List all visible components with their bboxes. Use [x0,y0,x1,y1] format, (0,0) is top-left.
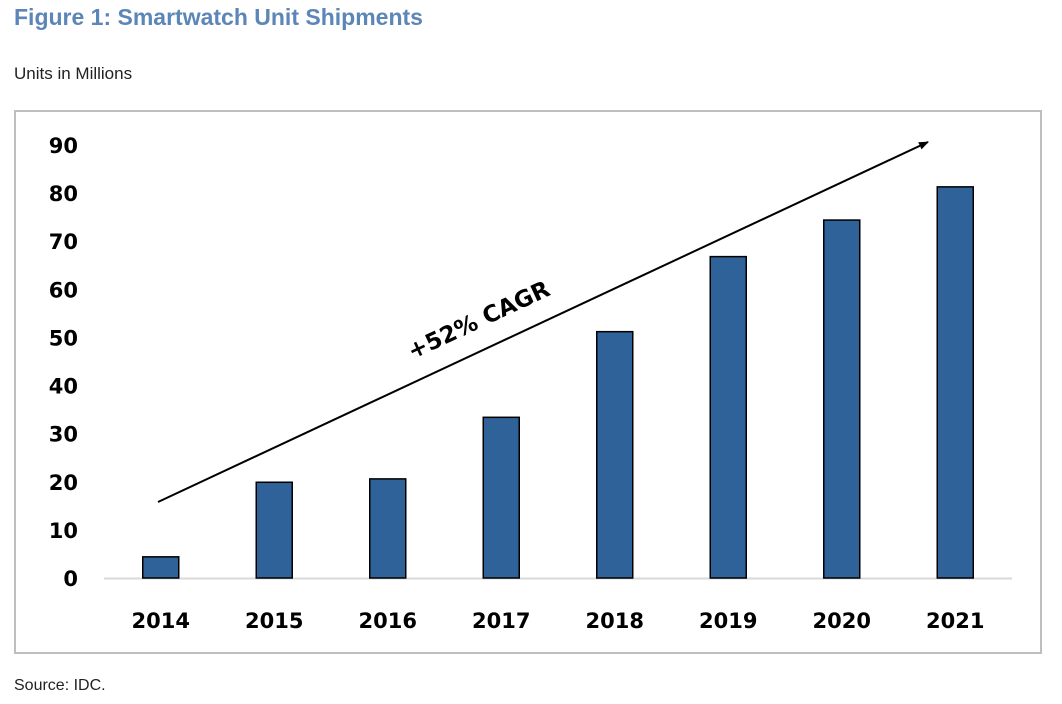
y-tick-label: 40 [49,375,78,399]
y-tick-label: 20 [49,471,78,495]
x-tick-label: 2017 [472,609,530,633]
x-tick-label: 2015 [245,609,303,633]
bar-2018 [596,330,634,579]
bar-2015 [255,481,293,579]
y-tick-label: 60 [49,278,78,302]
x-tick-label: 2014 [132,609,190,633]
x-axis-tick-labels: 2014 2015 2016 2017 2018 2019 2020 2021 [132,609,985,633]
x-tick-label: 2020 [813,609,871,633]
bar-2019 [709,255,747,579]
chart-frame: 0 10 20 30 40 50 60 70 80 90 2014 2015 2016 2017 2018… [14,110,1042,654]
x-tick-label: 2016 [359,609,417,633]
bar-series [142,186,974,579]
bar-2016 [369,478,407,579]
bar-2017 [482,416,520,579]
x-tick-label: 2018 [586,609,644,633]
y-tick-label: 80 [49,182,78,206]
figure-title: Figure 1: Smartwatch Unit Shipments [14,4,423,30]
y-tick-label: 0 [63,567,78,591]
y-tick-label: 90 [49,134,78,158]
x-tick-label: 2019 [699,609,757,633]
bar-2020 [823,219,861,579]
trend-arrow [157,141,929,503]
figure-subtitle: Units in Millions [14,64,133,83]
bar-2021 [936,186,974,579]
y-tick-label: 70 [49,230,78,254]
bar-2014 [142,556,180,579]
y-axis-tick-labels: 0 10 20 30 40 50 60 70 80 90 [49,134,78,591]
x-tick-label: 2021 [926,609,984,633]
y-tick-label: 50 [49,326,78,350]
y-tick-label: 30 [49,423,78,447]
y-tick-label: 10 [49,519,78,543]
figure-source: Source: IDC. [14,677,106,694]
bar-chart: 0 10 20 30 40 50 60 70 80 90 2014 2015 2016 2017 2018… [49,134,1012,633]
